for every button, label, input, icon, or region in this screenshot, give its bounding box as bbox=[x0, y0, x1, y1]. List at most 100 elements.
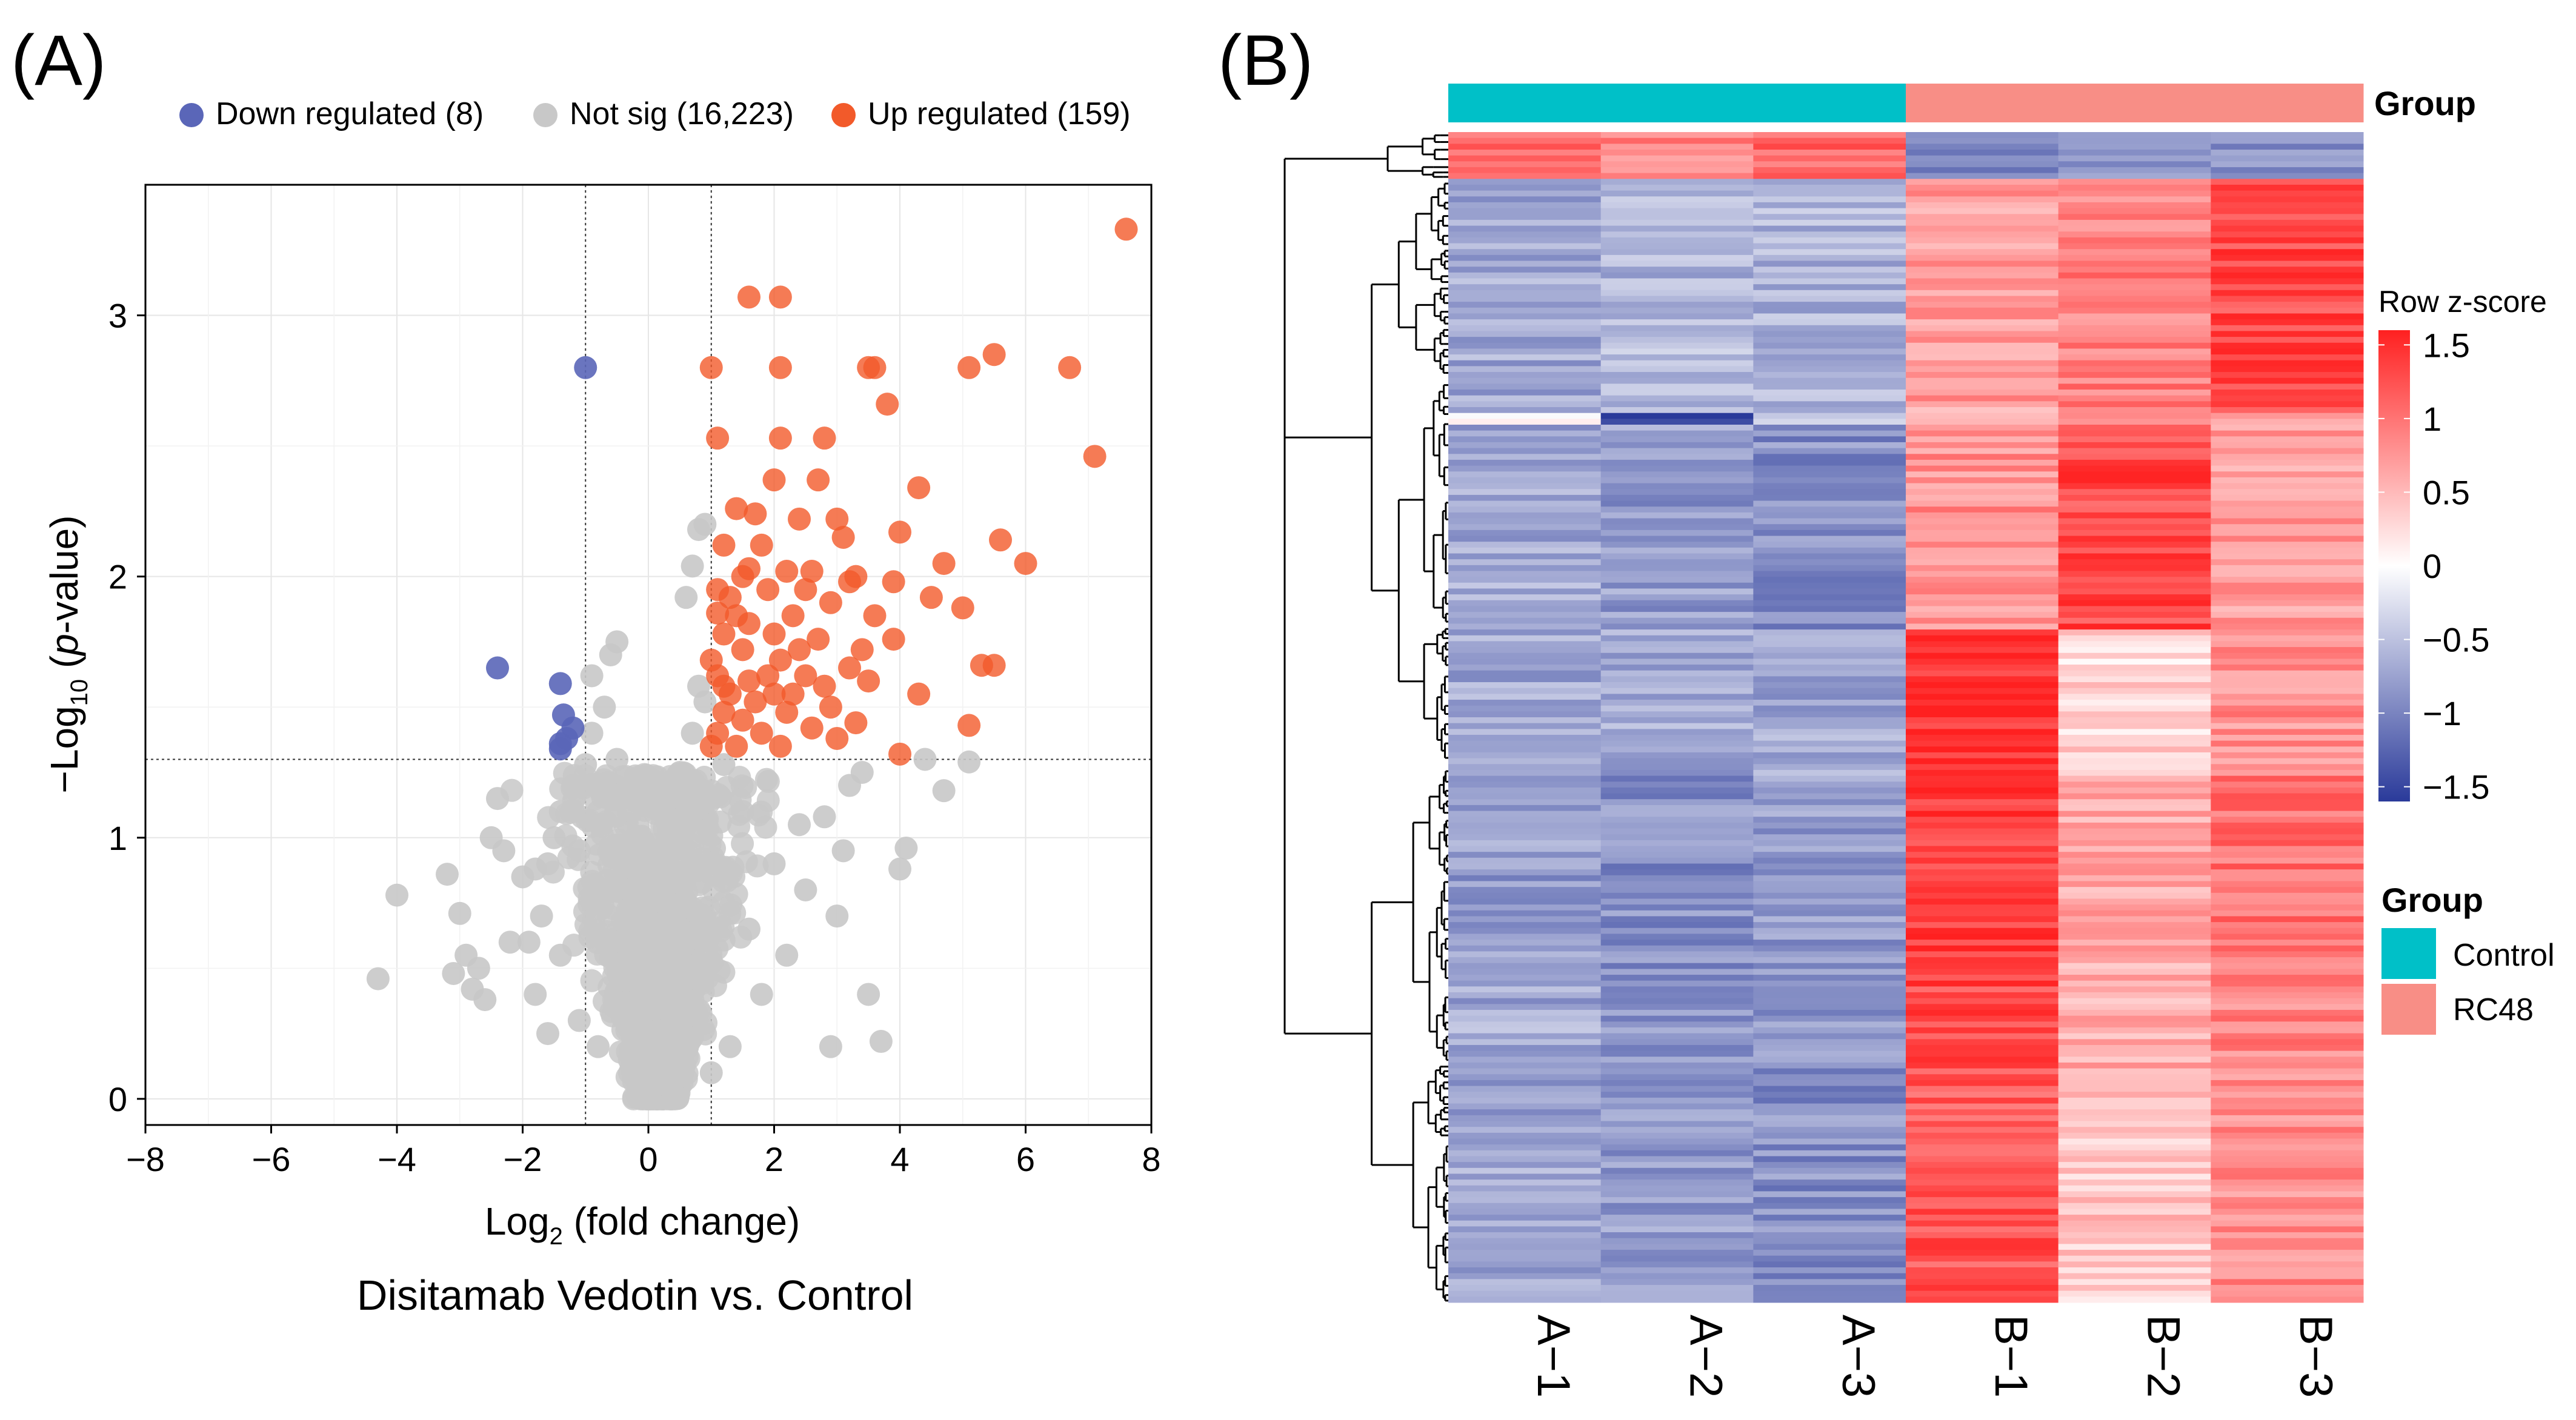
heatmap-cell bbox=[2211, 1150, 2364, 1156]
colorbar-tick-label: 0 bbox=[2423, 547, 2441, 585]
heatmap-cell bbox=[1600, 676, 1754, 683]
heatmap-cell bbox=[2058, 1033, 2211, 1040]
heatmap-cell bbox=[1906, 887, 2059, 894]
heatmap-cell bbox=[2058, 383, 2211, 390]
volcano-point-notsig bbox=[649, 878, 673, 901]
heatmap-cell bbox=[1753, 963, 1906, 969]
heatmap-cell bbox=[2211, 594, 2364, 601]
heatmap-cell bbox=[1600, 184, 1754, 191]
heatmap-cell bbox=[1753, 647, 1906, 654]
volcano-point-down bbox=[486, 656, 509, 680]
heatmap-cell bbox=[2211, 219, 2364, 227]
heatmap-cell bbox=[2058, 852, 2211, 858]
heatmap-cell bbox=[1448, 875, 1602, 881]
heatmap-cell bbox=[1906, 969, 2059, 975]
heatmap-cell bbox=[2211, 857, 2364, 864]
heatmap-cell bbox=[1600, 963, 1754, 969]
heatmap-cell bbox=[2211, 237, 2364, 244]
heatmap-cell bbox=[1448, 196, 1602, 203]
heatmap-cell bbox=[2058, 746, 2211, 753]
heatmap-cell bbox=[1753, 249, 1906, 256]
heatmap-cell bbox=[1753, 1232, 1906, 1239]
heatmap-cell bbox=[1448, 688, 1602, 694]
heatmap-cell bbox=[2211, 1156, 2364, 1163]
heatmap-cell bbox=[2058, 863, 2211, 870]
heatmap-cell bbox=[2058, 559, 2211, 566]
heatmap-cell bbox=[1753, 910, 1906, 917]
heatmap-cell bbox=[1753, 348, 1906, 355]
heatmap-cell bbox=[1906, 752, 2059, 759]
volcano-point-up bbox=[712, 622, 736, 646]
heatmap-cell bbox=[1600, 635, 1754, 642]
volcano-point-up bbox=[838, 570, 861, 594]
heatmap-cell bbox=[1753, 448, 1906, 454]
heatmap-cell bbox=[1753, 571, 1906, 577]
heatmap-cell bbox=[1753, 992, 1906, 999]
heatmap-cell bbox=[1906, 635, 2059, 642]
heatmap-cell bbox=[1448, 969, 1602, 975]
colorbar-tick-label: −1 bbox=[2423, 694, 2461, 732]
heatmap-cell bbox=[1448, 910, 1602, 917]
volcano-point-notsig bbox=[634, 842, 658, 866]
heatmap-cell bbox=[2211, 700, 2364, 706]
heatmap-cell bbox=[1600, 413, 1754, 419]
heatmap-cell bbox=[1906, 471, 2059, 478]
heatmap-cell bbox=[1448, 980, 1602, 987]
volcano-point-up bbox=[762, 682, 786, 706]
heatmap-cell bbox=[1600, 834, 1754, 841]
heatmap-cell bbox=[1906, 401, 2059, 408]
heatmap-cell bbox=[1600, 196, 1754, 203]
heatmap-cell bbox=[2211, 1103, 2364, 1110]
heatmap-cell bbox=[1906, 202, 2059, 209]
heatmap-cell bbox=[1753, 1191, 1906, 1198]
heatmap-cell bbox=[2058, 214, 2211, 221]
heatmap-cell bbox=[1448, 1290, 1602, 1297]
volcano-point-notsig bbox=[617, 931, 641, 954]
heatmap-cell bbox=[2058, 313, 2211, 320]
heatmap-cell bbox=[2211, 1244, 2364, 1250]
heatmap-cell bbox=[1448, 179, 1602, 185]
heatmap-cell bbox=[2058, 267, 2211, 273]
volcano-point-notsig bbox=[674, 586, 698, 609]
heatmap-cell bbox=[2211, 278, 2364, 285]
heatmap-cell bbox=[1448, 313, 1602, 320]
heatmap-cell bbox=[2211, 267, 2364, 273]
volcano-point-notsig bbox=[605, 805, 628, 828]
heatmap-cell bbox=[1448, 1215, 1602, 1221]
heatmap-cell bbox=[2211, 910, 2364, 917]
heatmap-cell bbox=[1448, 1162, 1602, 1169]
heatmap-cell bbox=[2211, 676, 2364, 683]
heatmap-cell bbox=[1906, 553, 2059, 560]
heatmap-cell bbox=[1448, 840, 1602, 847]
heatmap-cell bbox=[2211, 325, 2364, 331]
heatmap-cell bbox=[1906, 161, 2059, 168]
heatmap-cell bbox=[1600, 565, 1754, 571]
heatmap-cell bbox=[1906, 676, 2059, 683]
heatmap-cell bbox=[1448, 202, 1602, 209]
heatmap-cell bbox=[1448, 1197, 1602, 1204]
heatmap-cell bbox=[1448, 1015, 1602, 1022]
volcano-point-notsig bbox=[492, 839, 516, 863]
heatmap-cell bbox=[2058, 986, 2211, 993]
heatmap-cell bbox=[2058, 342, 2211, 349]
heatmap-cell bbox=[2058, 705, 2211, 712]
heatmap-cell bbox=[1906, 817, 2059, 823]
heatmap-cell bbox=[1906, 857, 2059, 864]
heatmap-cell bbox=[1906, 448, 2059, 454]
heatmap-cell bbox=[1906, 729, 2059, 735]
heatmap-cell bbox=[2211, 881, 2364, 888]
volcano-point-up bbox=[825, 726, 849, 750]
heatmap-cell bbox=[1600, 1027, 1754, 1034]
heatmap-cell bbox=[2058, 1203, 2211, 1209]
heatmap-cell bbox=[1753, 377, 1906, 384]
heatmap-cell bbox=[1753, 319, 1906, 326]
volcano-point-up bbox=[794, 664, 817, 688]
heatmap-cell bbox=[1906, 834, 2059, 841]
heatmap-cell bbox=[1448, 1150, 1602, 1156]
heatmap-cell bbox=[1448, 354, 1602, 361]
heatmap-cell bbox=[1906, 225, 2059, 232]
heatmap-cell bbox=[1600, 1191, 1754, 1198]
heatmap-cell bbox=[2211, 536, 2364, 542]
heatmap-cell bbox=[2058, 1092, 2211, 1098]
heatmap-cell bbox=[1906, 659, 2059, 665]
